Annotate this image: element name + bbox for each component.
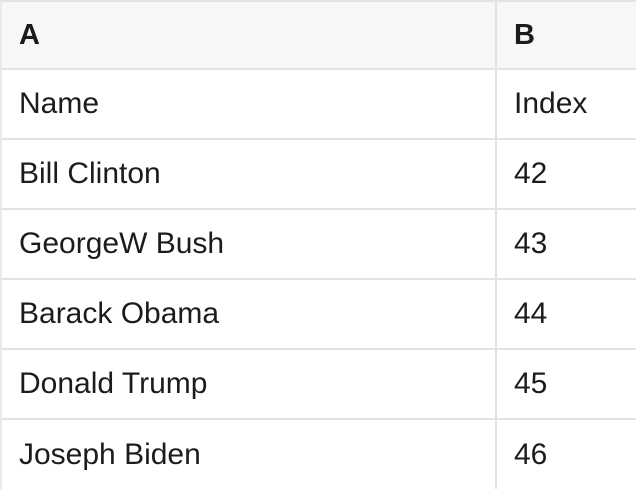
cell-a2-bill-clinton[interactable]: Bill Clinton xyxy=(2,140,497,208)
cell-b3-43[interactable]: 43 xyxy=(514,227,548,260)
column-header-b[interactable]: B xyxy=(514,18,535,51)
cell-b1-index[interactable]: Index xyxy=(514,87,588,120)
table-row: GeorgeW Bush 43 xyxy=(2,210,636,280)
cell-a5-donald-trump[interactable]: Donald Trump xyxy=(2,350,497,418)
table-row: Barack Obama 44 xyxy=(2,280,636,350)
cell-b6-46[interactable]: 46 xyxy=(514,437,548,471)
cell-a3-georgew-bush[interactable]: GeorgeW Bush xyxy=(2,210,497,278)
cell-a1-name[interactable]: Name xyxy=(2,70,497,138)
cell-a6-joseph-biden[interactable]: Joseph Biden xyxy=(2,420,497,489)
cell-b4-44[interactable]: 44 xyxy=(514,297,548,330)
cell-b2-42[interactable]: 42 xyxy=(514,157,548,190)
table-row: Name Index xyxy=(2,70,636,140)
cell-b5-45[interactable]: 45 xyxy=(514,367,548,400)
table-row: Bill Clinton 42 xyxy=(2,140,636,210)
column-header-a[interactable]: A xyxy=(2,2,497,68)
table-row: Joseph Biden 46 xyxy=(2,420,636,489)
table-row: Donald Trump 45 xyxy=(2,350,636,420)
cell-a4-barack-obama[interactable]: Barack Obama xyxy=(2,280,497,348)
column-header-row: A B xyxy=(2,2,636,70)
